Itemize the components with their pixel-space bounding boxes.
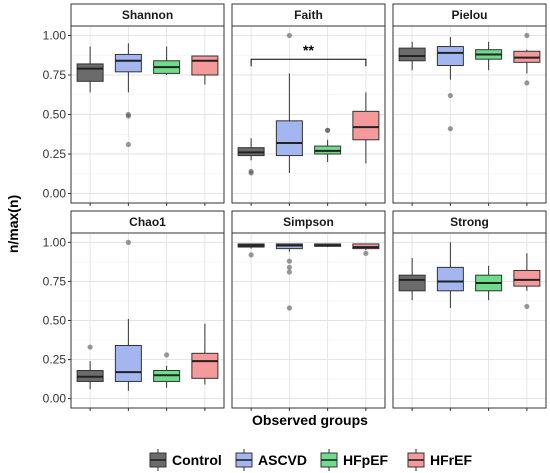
y-tick-label: 0.50	[43, 314, 67, 328]
outlier-point	[325, 127, 331, 133]
strip-title: Shannon	[122, 8, 173, 22]
box-hfpef	[314, 127, 342, 162]
box-ascvd	[114, 239, 142, 391]
legend-item-ascvd: ASCVD	[235, 449, 307, 471]
panel-faith: Faith **	[231, 3, 386, 206]
box-control	[398, 258, 426, 301]
box-iqr	[191, 352, 219, 379]
facet-panels: Shannon 0.00 0.25 0.50 0.75 1.00 Faith ** Pielou…	[43, 3, 547, 411]
y-tick-label: 0.00	[43, 392, 67, 406]
legend-item-hfref: HFrEF	[407, 449, 472, 471]
outlier-point	[286, 258, 292, 264]
y-axis-title: n/max(n)	[5, 195, 21, 253]
box-hfpef	[475, 41, 503, 71]
y-tick-label: 0.75	[43, 68, 67, 82]
outlier-point	[87, 344, 93, 350]
outlier-point	[286, 32, 292, 39]
box-iqr	[114, 53, 142, 73]
box-iqr	[114, 345, 142, 382]
box-iqr	[352, 110, 380, 141]
outlier-point	[524, 303, 530, 310]
box-iqr	[398, 47, 426, 62]
bracket-line	[250, 58, 367, 67]
y-tick-label: 0.25	[43, 147, 67, 161]
panel-border	[392, 232, 547, 409]
x-axis-title: Observed groups	[252, 412, 368, 428]
box-hfpef	[475, 265, 503, 301]
panel-shannon: Shannon 0.00 0.25 0.50 0.75 1.00	[43, 3, 225, 206]
box-hfref	[513, 253, 541, 310]
outlier-point	[286, 264, 292, 270]
panel-border	[392, 25, 547, 204]
outlier-point	[164, 352, 170, 358]
outlier-point	[524, 80, 530, 86]
box-ascvd	[114, 43, 142, 148]
box-iqr	[76, 63, 104, 82]
box-control	[76, 344, 104, 390]
outlier-point	[286, 305, 292, 311]
box-ascvd	[275, 32, 303, 173]
strip-title: Faith	[294, 8, 323, 22]
y-tick-label: 0.50	[43, 108, 67, 122]
box-ascvd	[275, 243, 303, 311]
panel-pielou: Pielou	[392, 3, 547, 206]
box-control	[76, 46, 104, 93]
outlier-point	[125, 141, 131, 148]
box-ascvd	[436, 242, 464, 308]
outlier-point	[125, 113, 131, 119]
box-iqr	[398, 274, 426, 292]
y-tick-label: 0.25	[43, 353, 67, 367]
outlier-point	[248, 170, 254, 176]
box-hfref	[352, 92, 380, 164]
panel-strong: Strong	[392, 210, 547, 411]
outlier-point	[248, 252, 254, 258]
y-tick-label: 0.00	[43, 187, 67, 201]
box-hfref	[191, 323, 219, 385]
significance-label: **	[303, 42, 314, 58]
legend-label: HFpEF	[343, 452, 389, 468]
box-iqr	[513, 270, 541, 287]
strip-title: Strong	[450, 215, 489, 229]
legend-label: Control	[172, 452, 222, 468]
box-iqr	[436, 266, 464, 292]
box-control	[398, 41, 426, 71]
panel-border	[231, 232, 386, 409]
outlier-point	[125, 239, 131, 245]
box-control	[237, 138, 265, 176]
significance-bracket: **	[250, 42, 367, 67]
outlier-point	[286, 269, 292, 275]
y-tick-label: 0.75	[43, 274, 67, 288]
box-iqr	[275, 120, 303, 157]
legend-label: ASCVD	[258, 452, 307, 468]
legend-item-control: Control	[149, 449, 222, 471]
outlier-point	[447, 92, 453, 99]
box-hfref	[191, 55, 219, 85]
strip-title: Simpson	[283, 215, 334, 229]
outlier-point	[363, 250, 369, 256]
outlier-point	[524, 32, 530, 39]
box-iqr	[191, 55, 219, 76]
box-hfref	[513, 32, 541, 86]
panel-border	[231, 25, 386, 204]
box-iqr	[436, 46, 464, 67]
box-ascvd	[436, 37, 464, 132]
y-tick-label: 1.00	[43, 28, 67, 42]
legend-item-hfpef: HFpEF	[320, 449, 389, 471]
legend: Control ASCVD HFpEF HFrEF	[149, 449, 472, 471]
panel-simpson: Simpson	[231, 210, 386, 411]
box-hfpef	[314, 243, 342, 248]
box-hfref	[352, 243, 380, 256]
box-control	[237, 243, 265, 258]
box-hfpef	[153, 46, 181, 75]
outlier-point	[447, 126, 453, 132]
strip-title: Chao1	[129, 215, 166, 229]
box-hfpef	[153, 352, 181, 388]
panel-chao1: Chao1 0.00 0.25 0.50 0.75 1.00	[43, 210, 225, 411]
legend-label: HFrEF	[430, 452, 472, 468]
strip-title: Pielou	[451, 8, 487, 22]
y-tick-label: 1.00	[43, 235, 67, 249]
